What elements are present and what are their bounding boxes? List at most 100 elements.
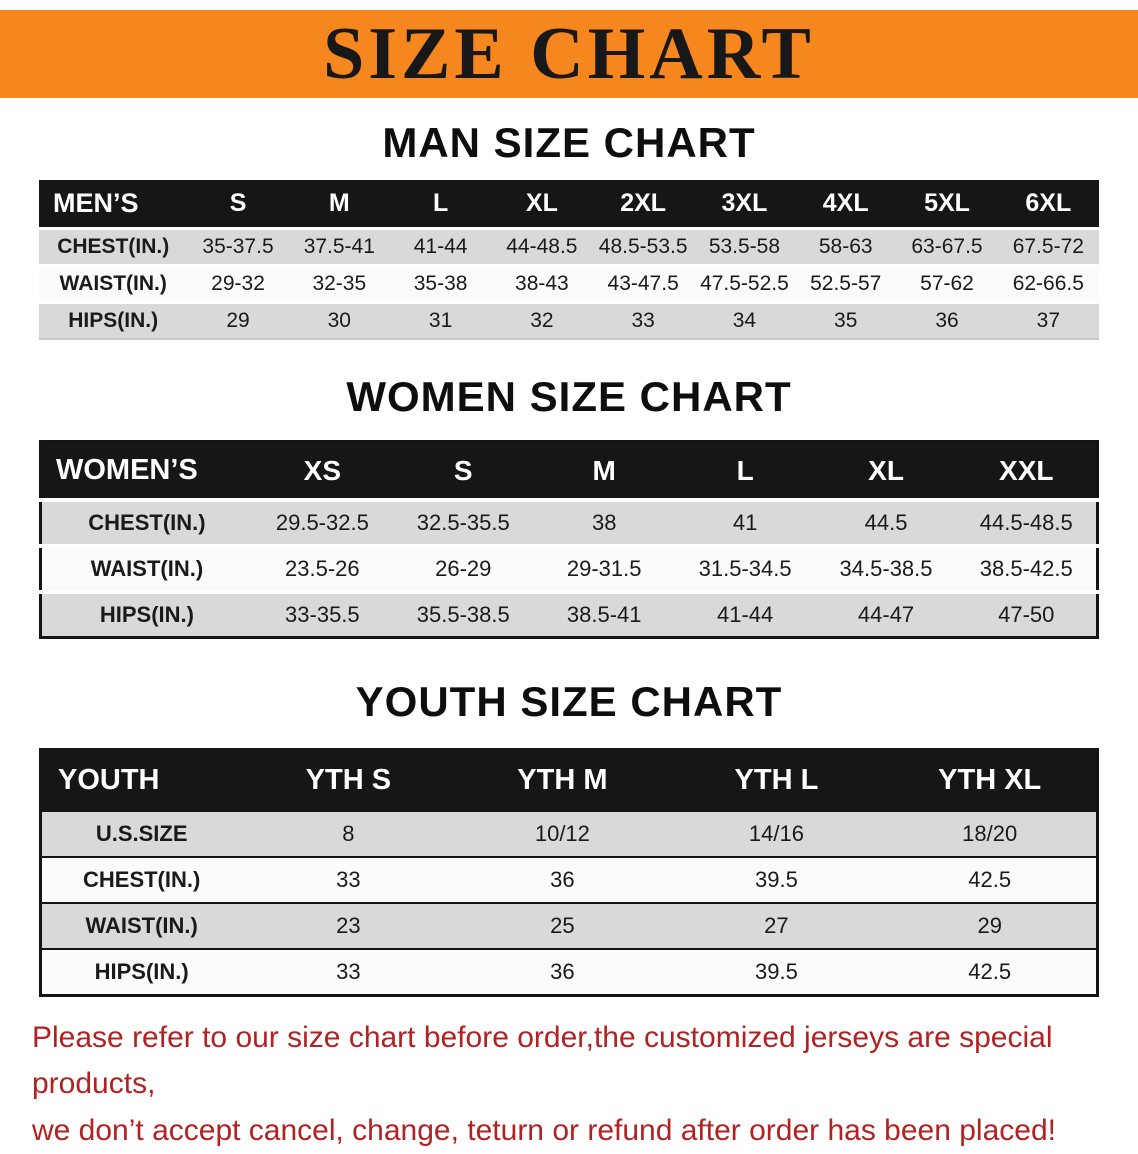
disclaimer-line-1: Please refer to our size chart before or… xyxy=(32,1020,1053,1101)
row-label: CHEST(IN.) xyxy=(57,235,170,259)
size-value-cell: 29-32 xyxy=(211,272,265,296)
size-value-cell: 41-44 xyxy=(716,602,774,628)
column-header: S xyxy=(392,441,534,501)
row-label: WAIST(IN.) xyxy=(59,272,167,296)
size-value-cell: 26-29 xyxy=(435,556,492,582)
column-header: YTH XL xyxy=(883,749,1098,811)
column-header: XXL xyxy=(956,441,1098,501)
column-header: 6XL xyxy=(997,180,1099,229)
column-header: 4XL xyxy=(795,180,897,229)
size-value-cell: 33 xyxy=(631,309,655,333)
size-value-cell: 44-47 xyxy=(857,602,915,628)
column-header: L xyxy=(674,441,816,501)
row-label: U.S.SIZE xyxy=(95,820,188,846)
disclaimer: Please refer to our size chart before or… xyxy=(0,1015,1138,1154)
column-header: M xyxy=(288,180,390,229)
table-title-cell: MEN’S xyxy=(39,180,188,229)
size-value-cell: 18/20 xyxy=(962,820,1018,846)
size-value-cell: 31 xyxy=(428,309,453,333)
size-value-cell: 41 xyxy=(732,510,758,536)
row-label: WAIST(IN.) xyxy=(85,912,198,938)
size-value-cell: 14/16 xyxy=(748,820,804,846)
size-value-cell: 43-47.5 xyxy=(607,272,679,296)
header-row: MEN’S S M L XL 2XL 3XL 4XL 5XL 6XL xyxy=(39,180,1099,229)
banner: SIZE CHART xyxy=(0,10,1138,98)
size-value-cell: 33-35.5 xyxy=(285,602,360,628)
size-value-cell: 47.5-52.5 xyxy=(700,272,789,296)
youth-section-heading: YOUTH SIZE CHART xyxy=(355,678,783,726)
size-value-cell: 57-62 xyxy=(920,272,974,296)
size-value-cell: 38 xyxy=(591,510,617,536)
size-value-cell: 34.5-38.5 xyxy=(839,556,933,582)
row-label: HIPS(IN.) xyxy=(68,309,159,333)
size-value-cell: 36 xyxy=(550,958,575,984)
size-value-cell: 23.5-26 xyxy=(285,556,360,582)
size-value-cell: 37 xyxy=(1036,309,1060,333)
size-value-cell: 48.5-53.5 xyxy=(598,235,688,259)
table-row: WAIST(IN.) 29-32 32-35 35-38 38-43 43-47.5 47.… xyxy=(39,265,1099,303)
table-row: CHEST(IN.) 29.5-32.5 32.5-35.5 38 41 44.5 44.5… xyxy=(40,500,1098,547)
size-value-cell: 63-67.5 xyxy=(911,235,983,259)
column-header: YTH M xyxy=(455,749,670,811)
size-value-cell: 29.5-32.5 xyxy=(275,510,369,536)
column-header: S xyxy=(187,180,289,229)
section-men: MAN SIZE CHART MEN’S S M L XL 2XL 3XL 4XL 5XL 6XL… xyxy=(0,119,1138,341)
men-size-table: MEN’S S M L XL 2XL 3XL 4XL 5XL 6XL CHEST(IN.) 35-37… xyxy=(39,180,1099,341)
column-header: YTH S xyxy=(241,749,456,811)
size-value-cell: 30 xyxy=(327,309,351,333)
size-value-cell: 44.5-48.5 xyxy=(979,510,1073,536)
size-chart-page: SIZE CHART MAN SIZE CHART MEN’S S M L XL 2XL 3… xyxy=(0,10,1138,1154)
table-row: CHEST(IN.) 35-37.5 37.5-41 41-44 44-48.5 48.5… xyxy=(39,228,1099,266)
column-header: 3XL xyxy=(693,180,796,229)
size-value-cell: 33 xyxy=(336,866,361,892)
size-value-cell: 32-35 xyxy=(312,272,367,296)
header-row: WOMEN’S XS S M L XL XXL xyxy=(40,441,1098,501)
table-row: WAIST(IN.) 23.5-26 26-29 29-31.5 31.5-34.5 34… xyxy=(40,546,1098,593)
size-value-cell: 44-48.5 xyxy=(506,235,578,259)
column-header: L xyxy=(389,180,492,229)
women-size-table: WOMEN’S XS S M L XL XXL CHEST(IN.) 29.5-32.5 32.5… xyxy=(39,440,1099,640)
row-label: WAIST(IN.) xyxy=(90,556,204,582)
size-value-cell: 29 xyxy=(226,309,250,333)
size-value-cell: 41-44 xyxy=(413,235,468,259)
size-value-cell: 10/12 xyxy=(534,820,590,846)
size-value-cell: 38.5-41 xyxy=(566,602,642,628)
size-value-cell: 27 xyxy=(764,912,789,938)
size-value-cell: 37.5-41 xyxy=(303,235,375,259)
size-value-cell: 35-38 xyxy=(413,272,468,296)
size-value-cell: 32 xyxy=(530,309,554,333)
size-value-cell: 38.5-42.5 xyxy=(979,556,1073,582)
disclaimer-line-2: we don’t accept cancel, change, teturn o… xyxy=(32,1113,1056,1147)
size-value-cell: 33 xyxy=(336,958,361,984)
column-header: XS xyxy=(251,441,393,501)
size-value-cell: 25 xyxy=(550,912,575,938)
size-value-cell: 47-50 xyxy=(998,602,1055,628)
table-row: HIPS(IN.) 29 30 31 32 33 34 35 36 37 xyxy=(39,302,1099,340)
size-value-cell: 42.5 xyxy=(968,958,1012,984)
section-youth: YOUTH SIZE CHART YOUTH YTH S YTH M YTH L YTH… xyxy=(0,678,1138,997)
size-value-cell: 38-43 xyxy=(515,272,569,296)
size-value-cell: 32.5-35.5 xyxy=(416,510,510,536)
column-header: XL xyxy=(491,180,593,229)
table-row: HIPS(IN.) 33-35.5 35.5-38.5 38.5-41 41-44 44-… xyxy=(40,592,1098,638)
size-value-cell: 35-37.5 xyxy=(202,235,274,259)
men-section-heading: MAN SIZE CHART xyxy=(382,119,756,166)
column-header: YTH L xyxy=(669,749,884,811)
table-row: WAIST(IN.) 23 25 27 29 xyxy=(40,902,1098,949)
table-title-cell: YOUTH xyxy=(40,749,242,811)
size-value-cell: 44.5 xyxy=(864,510,908,536)
size-value-cell: 35 xyxy=(834,309,858,333)
column-header: M xyxy=(533,441,675,501)
size-value-cell: 29-31.5 xyxy=(566,556,642,582)
row-label: CHEST(IN.) xyxy=(83,866,201,892)
size-value-cell: 42.5 xyxy=(968,866,1012,892)
size-value-cell: 62-66.5 xyxy=(1012,272,1084,296)
size-value-cell: 39.5 xyxy=(754,958,798,984)
size-value-cell: 52.5-57 xyxy=(810,272,882,296)
size-value-cell: 8 xyxy=(342,820,355,846)
youth-size-table: YOUTH YTH S YTH M YTH L YTH XL U.S.SIZE 8 10/12… xyxy=(39,747,1099,997)
table-row: HIPS(IN.) 33 36 39.5 42.5 xyxy=(40,948,1098,996)
row-label: HIPS(IN.) xyxy=(94,958,189,984)
size-value-cell: 23 xyxy=(336,912,361,938)
size-value-cell: 29 xyxy=(977,912,1002,938)
